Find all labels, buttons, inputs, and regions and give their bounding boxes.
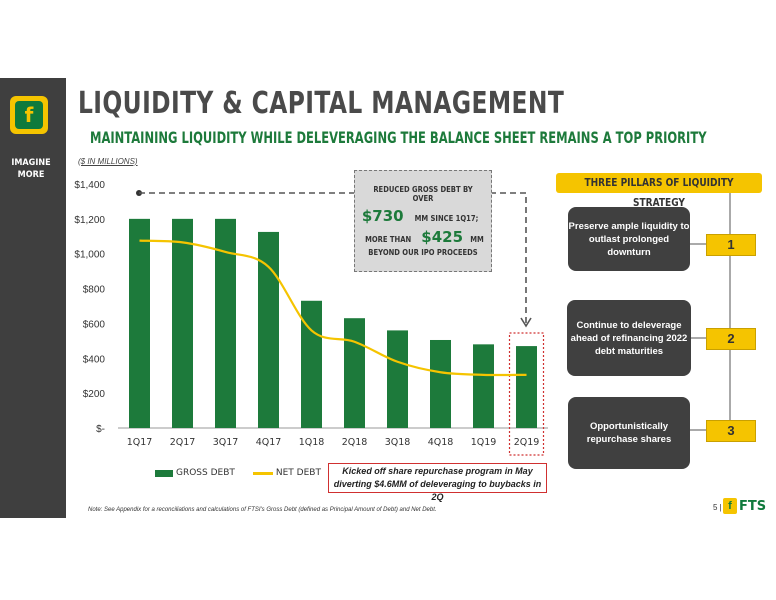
y-tick-label: $800 — [83, 285, 106, 296]
bar-gross-debt — [258, 231, 279, 428]
chart-unit-label: ($ IN MILLIONS) — [78, 157, 138, 166]
fts-logo-mark: f — [723, 498, 737, 514]
debt-reduction-callout: REDUCED GROSS DEBT BY OVER $730 MM SINCE… — [354, 170, 492, 272]
tagline-line2: MORE — [17, 170, 45, 180]
x-tick-label: 4Q18 — [428, 437, 454, 448]
x-tick-label: 1Q19 — [471, 437, 497, 448]
last-bar-highlight — [508, 332, 545, 456]
y-tick-label: $600 — [83, 319, 106, 330]
x-tick-label: 1Q17 — [127, 437, 153, 448]
x-tick-label: 4Q17 — [256, 437, 282, 448]
footnote: Note: See Appendix for a reconciliations… — [88, 507, 437, 513]
pillar-3-number: 3 — [706, 420, 756, 442]
repurchase-note-line2: diverting $4.6MM of deleveraging to buyb… — [333, 479, 542, 502]
x-tick-label: 2Q17 — [170, 437, 196, 448]
bar-gross-debt — [387, 330, 408, 428]
bar-gross-debt — [516, 346, 537, 428]
y-tick-label: $1,000 — [74, 250, 105, 261]
company-logo: f — [10, 96, 48, 134]
pillar-1-text: Preserve ample liquidity to outlast prol… — [568, 220, 690, 258]
callout-line1: REDUCED GROSS DEBT BY OVER — [373, 185, 473, 203]
callout-amount2: $425 — [421, 228, 464, 246]
callout-amount2-suffix: MM — [469, 235, 484, 244]
bracket-arrow-icon — [520, 317, 532, 328]
callout-line4: BEYOND OUR IPO PROCEEDS — [368, 248, 478, 257]
bar-gross-debt — [215, 218, 236, 428]
chart-legend: GROSS DEBT NET DEBT — [155, 468, 321, 478]
x-tick-label: 3Q17 — [213, 437, 239, 448]
tagline-line1: IMAGINE — [11, 158, 51, 168]
callout-amount1: $730 — [361, 207, 404, 225]
page-number: 5 | — [713, 503, 722, 512]
bar-gross-debt — [129, 218, 150, 428]
page-title: LIQUIDITY & CAPITAL MANAGEMENT — [78, 86, 565, 121]
x-tick-label: 2Q18 — [342, 437, 368, 448]
bar-gross-debt — [473, 344, 494, 428]
bar-gross-debt — [344, 318, 365, 428]
y-tick-label: $200 — [83, 389, 106, 400]
y-tick-label: $400 — [83, 354, 106, 365]
pillar-3: Opportunistically repurchase shares — [568, 397, 690, 469]
x-tick-label: 1Q18 — [299, 437, 325, 448]
pillar-1: Preserve ample liquidity to outlast prol… — [568, 207, 690, 271]
pillar-2: Continue to deleverage ahead of refinanc… — [567, 300, 691, 376]
legend-label-gross-debt: GROSS DEBT — [176, 468, 235, 478]
repurchase-note: Kicked off share repurchase program in M… — [328, 463, 547, 502]
tagline: IMAGINE MORE — [6, 157, 56, 181]
x-tick-label: 3Q18 — [385, 437, 411, 448]
bar-gross-debt — [172, 218, 193, 428]
page-subtitle: MAINTAINING LIQUIDITY WHILE DELEVERAGING… — [90, 128, 707, 147]
pillar-3-text: Opportunistically repurchase shares — [586, 421, 672, 445]
sidebar — [0, 78, 66, 518]
bar-gross-debt — [301, 300, 322, 428]
fts-logo-text: FTS — [739, 498, 767, 514]
pillars-header: THREE PILLARS OF LIQUIDITY STRATEGY — [556, 173, 762, 209]
callout-line3-prefix: MORE THAN — [365, 235, 412, 244]
legend-label-net-debt: NET DEBT — [275, 468, 321, 478]
y-tick-label: $1,400 — [74, 180, 105, 191]
pillar-2-text: Continue to deleverage ahead of refinanc… — [570, 319, 688, 357]
pillar-2-number: 2 — [706, 328, 756, 350]
callout-amount1-suffix: MM SINCE 1Q17; — [414, 214, 479, 223]
bracket-dashed-line-right — [490, 192, 527, 325]
y-tick-label: $1,200 — [74, 215, 105, 226]
x-tick-label: 2Q19 — [514, 437, 540, 448]
y-tick-label: $- — [96, 424, 105, 435]
logo-f-icon: f — [15, 101, 43, 129]
fts-logo: f FTS — [723, 496, 771, 516]
bar-gross-debt — [430, 339, 451, 428]
pillars-header-text: THREE PILLARS OF LIQUIDITY STRATEGY — [584, 176, 734, 209]
callout-line3: MORE THAN $425 MM — [355, 227, 491, 246]
callout-line2: $730 MM SINCE 1Q17; — [355, 206, 491, 225]
legend-swatch-net-debt — [252, 471, 273, 475]
legend-swatch-gross-debt — [155, 469, 173, 477]
pillar-1-number: 1 — [706, 234, 756, 256]
line-net-debt — [139, 239, 527, 377]
repurchase-note-line1: Kicked off share repurchase program in M… — [342, 466, 533, 476]
